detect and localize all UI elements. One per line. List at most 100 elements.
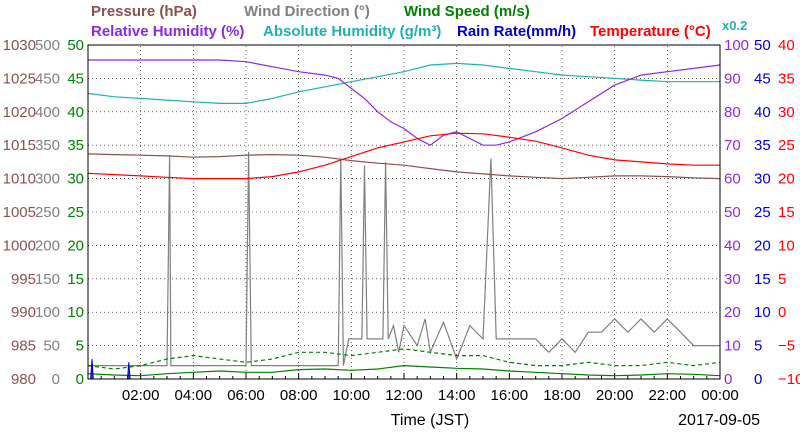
legend-row-1: Pressure (hPa) Wind Direction (°) Wind S…	[91, 3, 530, 20]
legend-rain-rate: Rain Rate(mm/h)	[457, 23, 576, 40]
temperature-tick-label: 0	[778, 304, 786, 321]
temperature-tick-label: −10	[778, 371, 800, 388]
wind-direction-tick-label: 150	[35, 271, 60, 288]
pressure-axis: 1030 1025 1020 1015 1010 1005 1000 995 990 985 980	[3, 37, 36, 388]
wind-direction-tick-label: 100	[35, 304, 60, 321]
series-wind-direction	[88, 151, 720, 367]
legend-pressure: Pressure (hPa)	[91, 3, 197, 20]
relative-humidity-tick-label: 40	[724, 237, 741, 254]
rain-rate-tick-label: 40	[754, 104, 771, 121]
chart-date: 2017-09-05	[678, 412, 760, 429]
time-tick-label: 20:00	[596, 387, 634, 404]
temperature-tick-label: 15	[778, 204, 795, 221]
wind-direction-tick-label: 0	[52, 371, 60, 388]
legend-absolute-humidity: Absolute Humidity (g/m³)	[263, 23, 441, 40]
temperature-tick-label: 5	[778, 271, 786, 288]
relative-humidity-tick-label: 30	[724, 271, 741, 288]
series-relative-humidity	[88, 59, 721, 146]
wind-speed-tick-label: 45	[67, 70, 84, 87]
wind-direction-tick-label: 200	[35, 237, 60, 254]
series-wind-speed-m-s	[87, 364, 721, 377]
temperature-tick-label: 40	[778, 37, 795, 54]
temperature-tick-label: 30	[778, 104, 795, 121]
wind-direction-tick-label: 300	[35, 171, 60, 188]
plot-frame	[87, 44, 721, 380]
time-axis: 02:00 04:00 06:00 08:00 10:00 12:00 14:00 16:00…	[122, 387, 739, 404]
time-tick-label: 04:00	[175, 387, 213, 404]
wind-speed-tick-label: 15	[67, 271, 84, 288]
rain-rate-tick-label: 35	[754, 137, 771, 154]
temperature-tick-label: 20	[778, 171, 795, 188]
time-tick-label: 12:00	[385, 387, 423, 404]
pressure-tick-label: 995	[11, 271, 36, 288]
pressure-tick-label: 990	[11, 304, 36, 321]
time-tick-label: 16:00	[491, 387, 529, 404]
rain-rate-tick-label: 30	[754, 171, 771, 188]
wind-direction-tick-label: 350	[35, 137, 60, 154]
series-pressure-hpa	[87, 153, 721, 180]
wind-direction-tick-label: 250	[35, 204, 60, 221]
wind-direction-tick-label: 450	[35, 70, 60, 87]
wind-speed-tick-label: 35	[67, 137, 84, 154]
time-tick-label: 22:00	[649, 387, 687, 404]
pressure-tick-label: 1020	[3, 104, 36, 121]
rain-rate-tick-label: 0	[754, 371, 762, 388]
wind-direction-tick-label: 50	[43, 338, 60, 355]
pressure-tick-label: 985	[11, 338, 36, 355]
wind-speed-tick-label: 50	[67, 37, 84, 54]
legend-row-2: Relative Humidity (%) Absolute Humidity …	[91, 18, 747, 40]
time-tick-label: 08:00	[280, 387, 318, 404]
wind-direction-tick-label: 400	[35, 104, 60, 121]
series-layer	[87, 59, 721, 380]
relative-humidity-tick-label: 0	[724, 371, 732, 388]
time-tick-label: 10:00	[333, 387, 371, 404]
temperature-tick-label: 10	[778, 237, 795, 254]
rain-rate-tick-label: 15	[754, 271, 771, 288]
wind-speed-tick-label: 0	[76, 371, 84, 388]
pressure-tick-label: 1010	[3, 171, 36, 188]
rain-rate-tick-label: 20	[754, 237, 771, 254]
relative-humidity-tick-label: 50	[724, 204, 741, 221]
wind-speed-tick-label: 20	[67, 237, 84, 254]
pressure-tick-label: 1000	[3, 237, 36, 254]
grid	[87, 45, 721, 379]
rain-rate-tick-label: 50	[754, 37, 771, 54]
temperature-axis: 40 35 30 25 20 15 10 5 0 −5 −10	[778, 37, 800, 388]
temperature-tick-label: −5	[778, 338, 795, 355]
legend-absolute-humidity-scale: x0.2	[722, 18, 747, 33]
pressure-tick-label: 980	[11, 371, 36, 388]
rain-rate-tick-label: 25	[754, 204, 771, 221]
relative-humidity-tick-label: 60	[724, 171, 741, 188]
wind-speed-tick-label: 30	[67, 171, 84, 188]
temperature-tick-label: 35	[778, 70, 795, 87]
relative-humidity-tick-label: 10	[724, 338, 741, 355]
time-tick-label: 02:00	[122, 387, 160, 404]
relative-humidity-tick-label: 70	[724, 137, 741, 154]
x-axis-label: Time (JST)	[391, 412, 470, 429]
series-wind-speed-gust-m-s	[87, 348, 721, 370]
relative-humidity-tick-label: 20	[724, 304, 741, 321]
time-tick-label: 14:00	[438, 387, 476, 404]
time-tick-label: 00:00	[701, 387, 739, 404]
wind-speed-tick-label: 5	[76, 338, 84, 355]
pressure-tick-label: 1030	[3, 37, 36, 54]
pressure-tick-label: 1005	[3, 204, 36, 221]
rain-rate-tick-label: 5	[754, 338, 762, 355]
time-tick-label: 18:00	[543, 387, 581, 404]
series-absolute-humidity-g-m	[87, 62, 720, 105]
wind-direction-tick-label: 500	[35, 37, 60, 54]
temperature-tick-label: 25	[778, 137, 795, 154]
pressure-tick-label: 1015	[3, 137, 36, 154]
relative-humidity-tick-label: 90	[724, 70, 741, 87]
rain-rate-tick-label: 10	[754, 304, 771, 321]
legend-wind-direction: Wind Direction (°)	[244, 3, 370, 20]
legend-relative-humidity: Relative Humidity (%)	[91, 23, 244, 40]
relative-humidity-tick-label: 100	[724, 37, 749, 54]
rain-rate-tick-label: 45	[754, 70, 771, 87]
